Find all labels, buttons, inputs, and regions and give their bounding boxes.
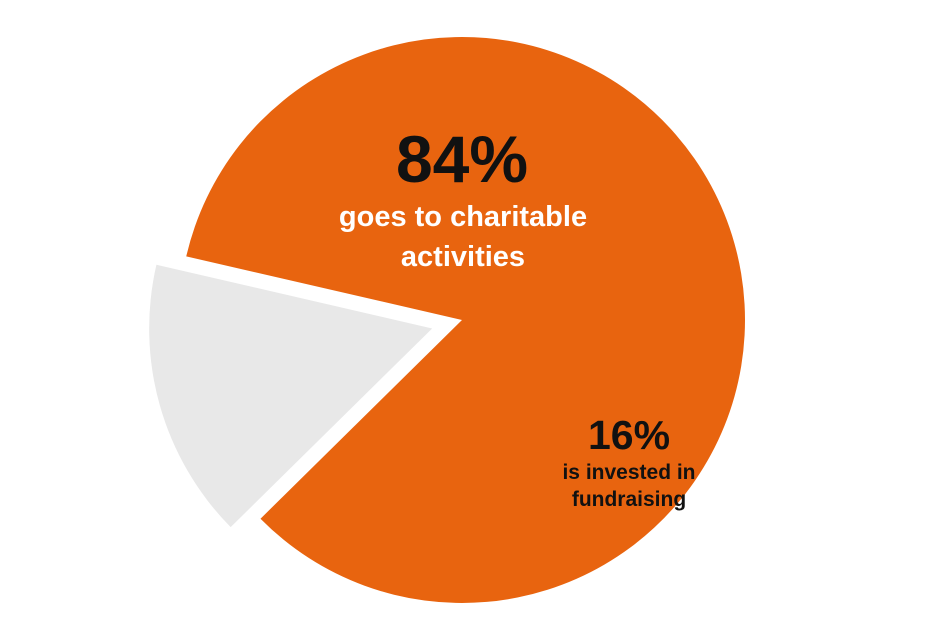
slice-value-label-fundraising: 16%: [588, 412, 670, 458]
slice-fundraising: [149, 264, 433, 528]
slice-desc-line-2-fundraising: fundraising: [572, 488, 686, 511]
slice-desc-line-1-fundraising: is invested in: [562, 461, 695, 484]
slice-desc-line-2-charitable: activities: [401, 241, 525, 273]
slice-desc-line-1-charitable: goes to charitable: [339, 201, 587, 233]
labels-layer: 84% goes to charitable activities 16% is…: [339, 122, 696, 511]
slices-layer: [149, 36, 745, 603]
slice-value-label-charitable: 84%: [396, 122, 528, 196]
slice-charitable: [186, 36, 745, 603]
